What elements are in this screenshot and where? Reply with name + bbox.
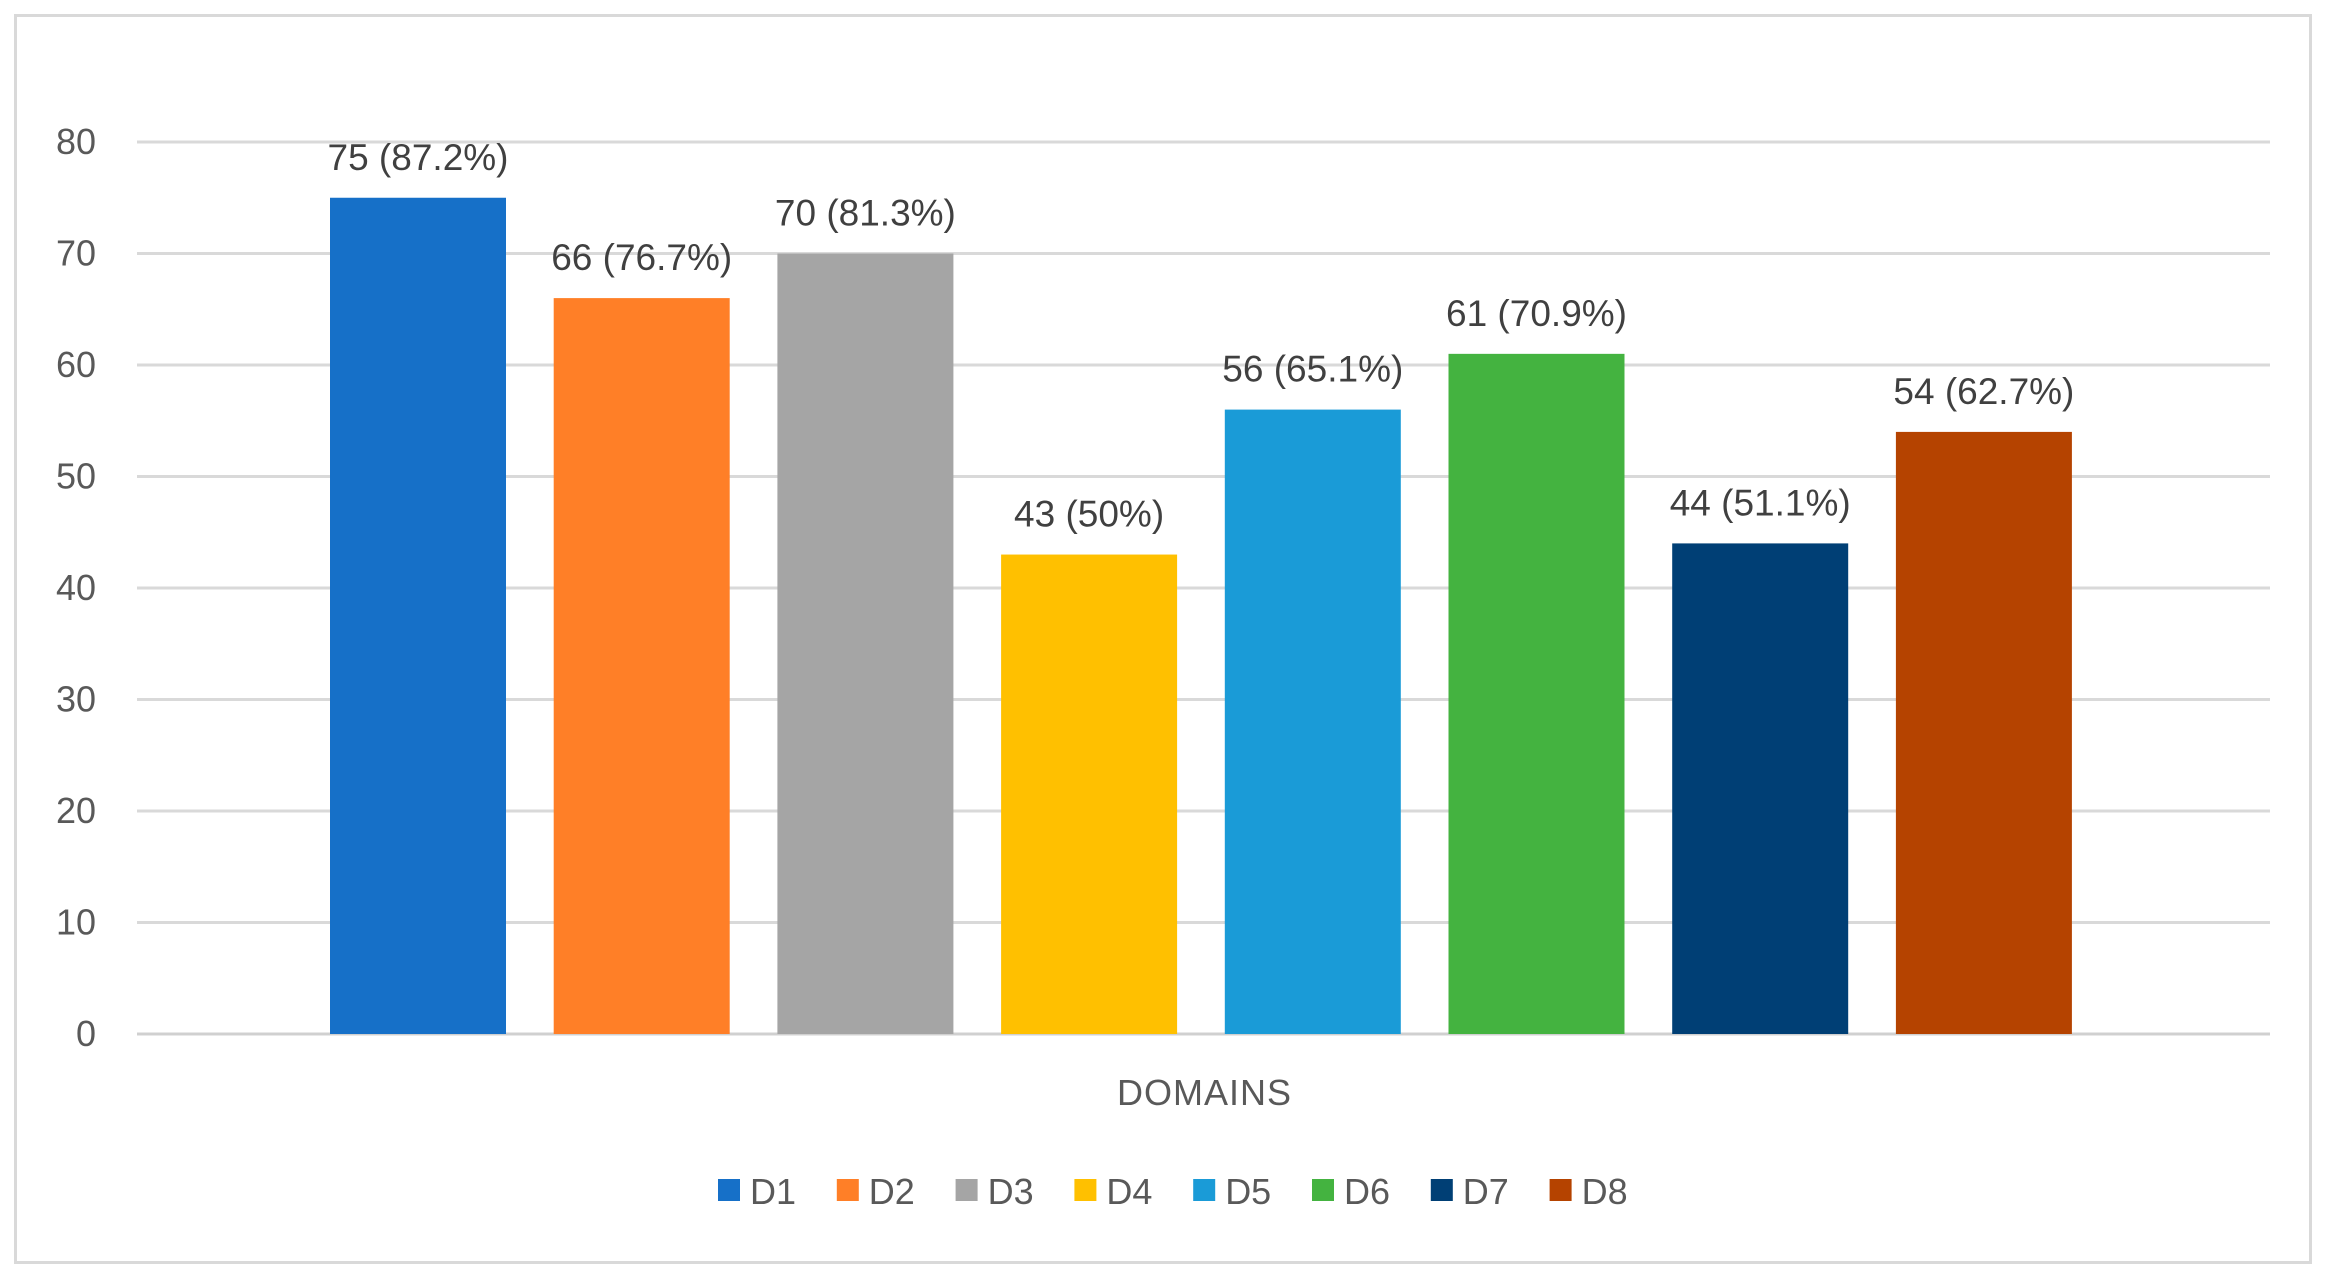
legend-item-d6: D6 xyxy=(1312,1171,1390,1212)
legend-swatch xyxy=(1312,1179,1334,1201)
legend-swatch xyxy=(1430,1179,1453,1201)
legend-item-d8: D8 xyxy=(1549,1171,1628,1212)
legend-label: D3 xyxy=(988,1171,1034,1212)
legend-label: D1 xyxy=(750,1171,796,1212)
legend-swatch xyxy=(955,1179,978,1201)
y-tick-label: 50 xyxy=(56,456,96,497)
legend-swatch xyxy=(718,1179,740,1201)
legend-label: D4 xyxy=(1106,1171,1152,1212)
x-axis-title: DOMAINS xyxy=(1117,1072,1292,1113)
legend-label: D6 xyxy=(1344,1171,1390,1212)
legend-label: D5 xyxy=(1225,1171,1271,1212)
y-tick-label: 60 xyxy=(56,344,96,385)
legend-swatch xyxy=(836,1179,859,1201)
bar-d5 xyxy=(1224,409,1401,1035)
y-tick-label: 80 xyxy=(56,121,96,162)
y-tick-label: 0 xyxy=(76,1013,96,1054)
legend-item-d2: D2 xyxy=(836,1171,915,1212)
legend: D1 D2 D3 D4 D5 D6 D7 D8 xyxy=(718,1171,1628,1212)
legend-label: D2 xyxy=(869,1171,915,1212)
bar-d4 xyxy=(1001,554,1178,1034)
data-label-d8: 54 (62.7%) xyxy=(1893,371,2074,412)
bars xyxy=(330,197,2072,1035)
data-label-d7: 44 (51.1%) xyxy=(1670,482,1851,523)
legend-label: D7 xyxy=(1463,1171,1509,1212)
bar-d7 xyxy=(1672,543,1849,1034)
legend-item-d1: D1 xyxy=(718,1171,796,1212)
legend-item-d7: D7 xyxy=(1430,1171,1509,1212)
legend-item-d3: D3 xyxy=(955,1171,1034,1212)
y-axis-ticks: 0 10 20 30 40 50 60 70 80 xyxy=(56,121,96,1054)
legend-item-d5: D5 xyxy=(1193,1171,1271,1212)
y-tick-label: 10 xyxy=(56,902,96,943)
data-label-d4: 43 (50%) xyxy=(1014,494,1164,535)
bar-d6 xyxy=(1448,353,1625,1035)
y-tick-label: 70 xyxy=(56,233,96,274)
legend-swatch xyxy=(1193,1179,1216,1201)
legend-swatch xyxy=(1549,1179,1572,1201)
legend-label: D8 xyxy=(1582,1171,1628,1212)
bar-d3 xyxy=(777,253,954,1034)
y-tick-label: 40 xyxy=(56,567,96,608)
y-tick-label: 20 xyxy=(56,790,96,831)
data-label-d1: 75 (87.2%) xyxy=(328,137,509,178)
bar-d8 xyxy=(1895,431,2072,1034)
data-label-d2: 66 (76.7%) xyxy=(551,237,732,278)
y-tick-label: 30 xyxy=(56,679,96,720)
bar-d2 xyxy=(553,298,730,1035)
data-labels: 75 (87.2%) 66 (76.7%) 70 (81.3%) 43 (50%) 56… xyxy=(328,137,2075,535)
legend-item-d4: D4 xyxy=(1074,1171,1152,1212)
legend-swatch xyxy=(1074,1179,1097,1201)
data-label-d6: 61 (70.9%) xyxy=(1446,293,1627,334)
data-label-d3: 70 (81.3%) xyxy=(775,193,956,234)
data-label-d5: 56 (65.1%) xyxy=(1222,349,1403,390)
bar-d1 xyxy=(330,197,506,1034)
